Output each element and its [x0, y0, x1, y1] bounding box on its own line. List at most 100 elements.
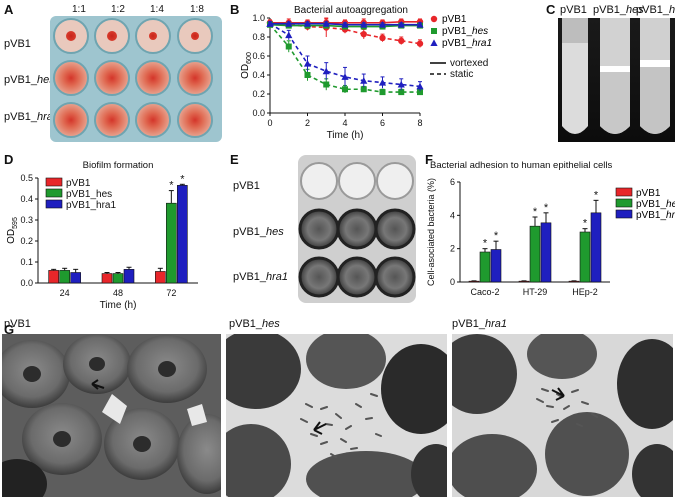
- bar: [479, 251, 491, 283]
- micrograph-hes: [226, 334, 447, 497]
- significance-star: *: [544, 202, 549, 214]
- significance-star: *: [494, 230, 499, 242]
- autoaggregation-chart: Bacterial autoaggregation 0.0 0.2 0.4 0.6 0.8…: [240, 5, 492, 141]
- adhesion-chart: Bacterial adhesion to human epithelial c…: [426, 160, 675, 297]
- data-point: [304, 72, 311, 78]
- plate-photo-e: [298, 155, 416, 303]
- y-tick-label: 0.5: [20, 173, 33, 183]
- dilution-label: 1:4: [150, 4, 164, 15]
- bar: [48, 270, 59, 284]
- well: [53, 60, 89, 96]
- y-axis-label: OD595: [6, 217, 19, 244]
- y-tick-label: 0: [450, 277, 455, 287]
- bar: [529, 225, 541, 283]
- bar: [490, 249, 502, 283]
- x-axis-label: Time (h): [327, 130, 364, 141]
- data-point: [398, 37, 405, 44]
- y-tick-label: 0.3: [20, 215, 33, 225]
- tube-hes: [600, 18, 630, 134]
- bar: [70, 272, 81, 284]
- panel-d-label: D: [4, 152, 14, 167]
- y-tick-label: 0.6: [252, 51, 265, 61]
- data-point: [303, 60, 312, 67]
- well: [94, 18, 130, 54]
- data-point: [416, 82, 424, 90]
- image-label: pVB1_hra1: [452, 318, 508, 330]
- x-axis-label: Time (h): [100, 300, 137, 311]
- well: [135, 18, 171, 54]
- row-label: pVB1_hes: [4, 74, 55, 86]
- legend-item: pVB1_hra1: [615, 209, 675, 221]
- significance-star: *: [583, 218, 588, 230]
- data-point: [285, 20, 293, 27]
- legend-label: pVB1_hes: [442, 26, 488, 37]
- legend-label: static: [450, 69, 473, 80]
- data-point: [360, 86, 367, 93]
- row-label: pVB1_hes: [233, 226, 284, 238]
- x-tick-label: HT-29: [523, 287, 548, 297]
- data-point: [397, 80, 405, 88]
- x-tick-label: 48: [113, 288, 123, 298]
- data-point: [341, 73, 349, 80]
- data-point: [379, 89, 386, 96]
- bar: [59, 270, 70, 284]
- y-tick-label: 0.4: [20, 194, 33, 204]
- legend-label: pVB1: [442, 14, 467, 25]
- data-point: [378, 21, 387, 28]
- significance-star: *: [169, 180, 174, 192]
- legend-item: pVB1_hra1: [430, 38, 492, 49]
- x-tick-label: Caco-2: [470, 287, 499, 297]
- bar: [112, 273, 124, 284]
- bar: [540, 222, 552, 283]
- well: [94, 102, 130, 138]
- plate-photo-a: [50, 16, 222, 142]
- y-tick-label: 1.0: [252, 13, 265, 23]
- y-tick-label: 0.2: [20, 236, 33, 246]
- data-point: [322, 67, 330, 75]
- legend-label: vortexed: [450, 58, 488, 69]
- well: [53, 102, 89, 138]
- tube-label: pVB1_hra1: [636, 4, 675, 16]
- panel-e-label: E: [230, 152, 239, 167]
- well: [135, 102, 171, 138]
- y-tick-label: 0.0: [20, 278, 33, 288]
- y-axis-label: Cell-asociated bacteria (%): [426, 178, 436, 286]
- panel-a-label: A: [4, 2, 14, 17]
- panel-f-label: F: [425, 152, 433, 167]
- data-point: [266, 20, 274, 27]
- data-point: [303, 20, 312, 27]
- arrow-icon: [91, 379, 105, 390]
- x-tick-label: 4: [342, 118, 347, 128]
- data-point: [323, 81, 330, 88]
- data-point: [416, 21, 424, 28]
- well: [177, 102, 213, 138]
- legend-swatch: [615, 198, 633, 208]
- x-tick-label: 0: [267, 118, 272, 128]
- data-point: [341, 21, 349, 28]
- legend-label: pVB1_hes: [66, 189, 112, 200]
- bar: [177, 185, 188, 284]
- data-point: [285, 31, 293, 39]
- legend-label: pVB1: [66, 178, 91, 189]
- chart-title: Bacterial adhesion to human epithelial c…: [430, 160, 612, 171]
- legend-swatch: [615, 209, 633, 219]
- data-point: [397, 21, 405, 28]
- series-5: [266, 20, 424, 92]
- well: [300, 162, 338, 200]
- panel-g-label: G: [4, 322, 15, 337]
- significance-star: *: [533, 206, 538, 218]
- image-label: pVB1_hes: [229, 318, 280, 330]
- biofilm-chart: Biofilm formation 0.0 0.1 0.2 0.3 0.4 0.5 24 48 7…: [6, 160, 198, 311]
- well: [94, 60, 130, 96]
- data-point: [378, 79, 387, 86]
- data-point: [431, 28, 437, 34]
- significance-star: *: [483, 238, 488, 250]
- arrow-icon: [551, 387, 565, 401]
- well: [374, 208, 416, 250]
- y-axis-label: OD600: [240, 52, 253, 79]
- panel-c-label: C: [546, 2, 556, 17]
- tube-hra1: [640, 18, 670, 134]
- y-tick-label: 0.2: [252, 89, 265, 99]
- legend-item: pVB1: [615, 187, 661, 199]
- dilution-label: 1:2: [111, 4, 125, 15]
